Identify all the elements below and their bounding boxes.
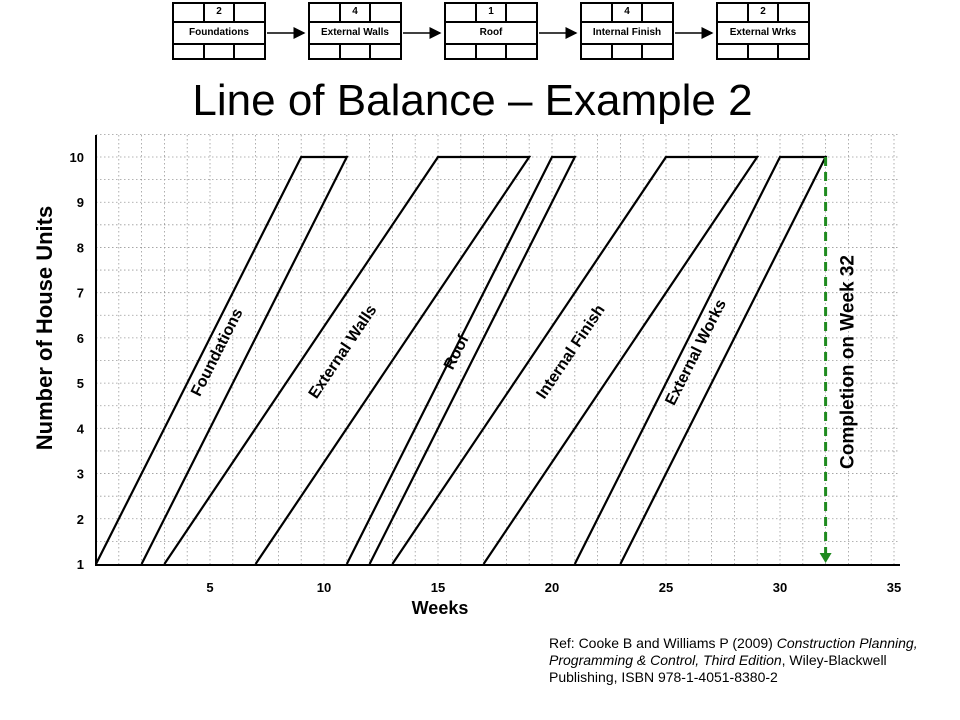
- chart-title: Line of Balance – Example 2: [192, 76, 753, 125]
- node-duration: 1: [477, 4, 508, 21]
- activity-band-foundations: [95, 155, 349, 565]
- x-tick-label: 20: [545, 580, 559, 595]
- network-node-foundations: 2 Foundations: [172, 2, 266, 60]
- reference-citation: Ref: Cooke B and Williams P (2009) Const…: [549, 635, 949, 686]
- x-tick-label: 5: [206, 580, 213, 595]
- y-tick-label: 10: [70, 150, 84, 165]
- network-node-roof: 1 Roof: [444, 2, 538, 60]
- node-name: Foundations: [189, 27, 249, 38]
- y-axis-label: Number of House Units: [32, 205, 57, 450]
- network-node-internal-finish: 4 Internal Finish: [580, 2, 674, 60]
- network-arrows: [267, 27, 714, 39]
- y-tick-label: 3: [77, 467, 84, 482]
- network-node-external-works: 2 External Wrks: [716, 2, 810, 60]
- y-tick-label: 7: [77, 286, 84, 301]
- activity-band-external-works: [573, 155, 828, 565]
- node-duration: 2: [749, 4, 780, 21]
- activity-label-external-works: External Works: [662, 297, 730, 408]
- node-duration: 4: [341, 4, 372, 21]
- network-node-external-walls: 4 External Walls: [308, 2, 402, 60]
- y-tick-label: 9: [77, 195, 84, 210]
- node-name: External Wrks: [729, 27, 797, 38]
- node-name: Roof: [479, 27, 503, 38]
- activity-band-roof: [345, 155, 577, 565]
- activity-band-internal-finish: [391, 155, 760, 565]
- y-tick-label: 2: [77, 512, 84, 527]
- x-tick-label: 30: [773, 580, 787, 595]
- chart-axes: [95, 135, 900, 566]
- y-tick-label: 6: [77, 331, 84, 346]
- chart-ticks: 1 2 3 4 5 6 7 8 9 10 5 10 15 20 25 30 35: [70, 150, 902, 595]
- x-axis-label: Weeks: [411, 598, 469, 618]
- y-tick-label: 1: [77, 557, 84, 572]
- completion-label: Completion on Week 32: [838, 255, 859, 469]
- y-tick-label: 5: [77, 376, 84, 391]
- x-tick-label: 10: [317, 580, 331, 595]
- chart-completion: Completion on Week 32: [819, 157, 859, 563]
- reference-prefix: Ref: Cooke B and Williams P (2009): [549, 635, 777, 651]
- y-axis-label-wrapper: Number of House Units: [28, 155, 62, 500]
- node-name: External Walls: [321, 27, 389, 38]
- activity-label-foundations: Foundations: [188, 306, 246, 399]
- x-tick-label: 25: [659, 580, 673, 595]
- reference-book-title: Construction Planning, Programming & Con…: [549, 635, 918, 668]
- y-tick-label: 8: [77, 240, 84, 255]
- activity-network-diagram: 2 Foundations 4 External Walls 1 Roof 4 …: [0, 0, 960, 70]
- node-duration: 4: [613, 4, 644, 21]
- node-name: Internal Finish: [592, 27, 662, 38]
- x-tick-label: 15: [431, 580, 445, 595]
- x-tick-label: 35: [887, 580, 901, 595]
- activity-band-external-walls: [163, 155, 532, 565]
- completion-marker-arrowhead: [819, 553, 832, 563]
- node-duration: 2: [205, 4, 236, 21]
- reference-suffix: , Wiley-Blackwell Publishing, ISBN 978-1…: [549, 652, 887, 685]
- y-tick-label: 4: [77, 421, 85, 436]
